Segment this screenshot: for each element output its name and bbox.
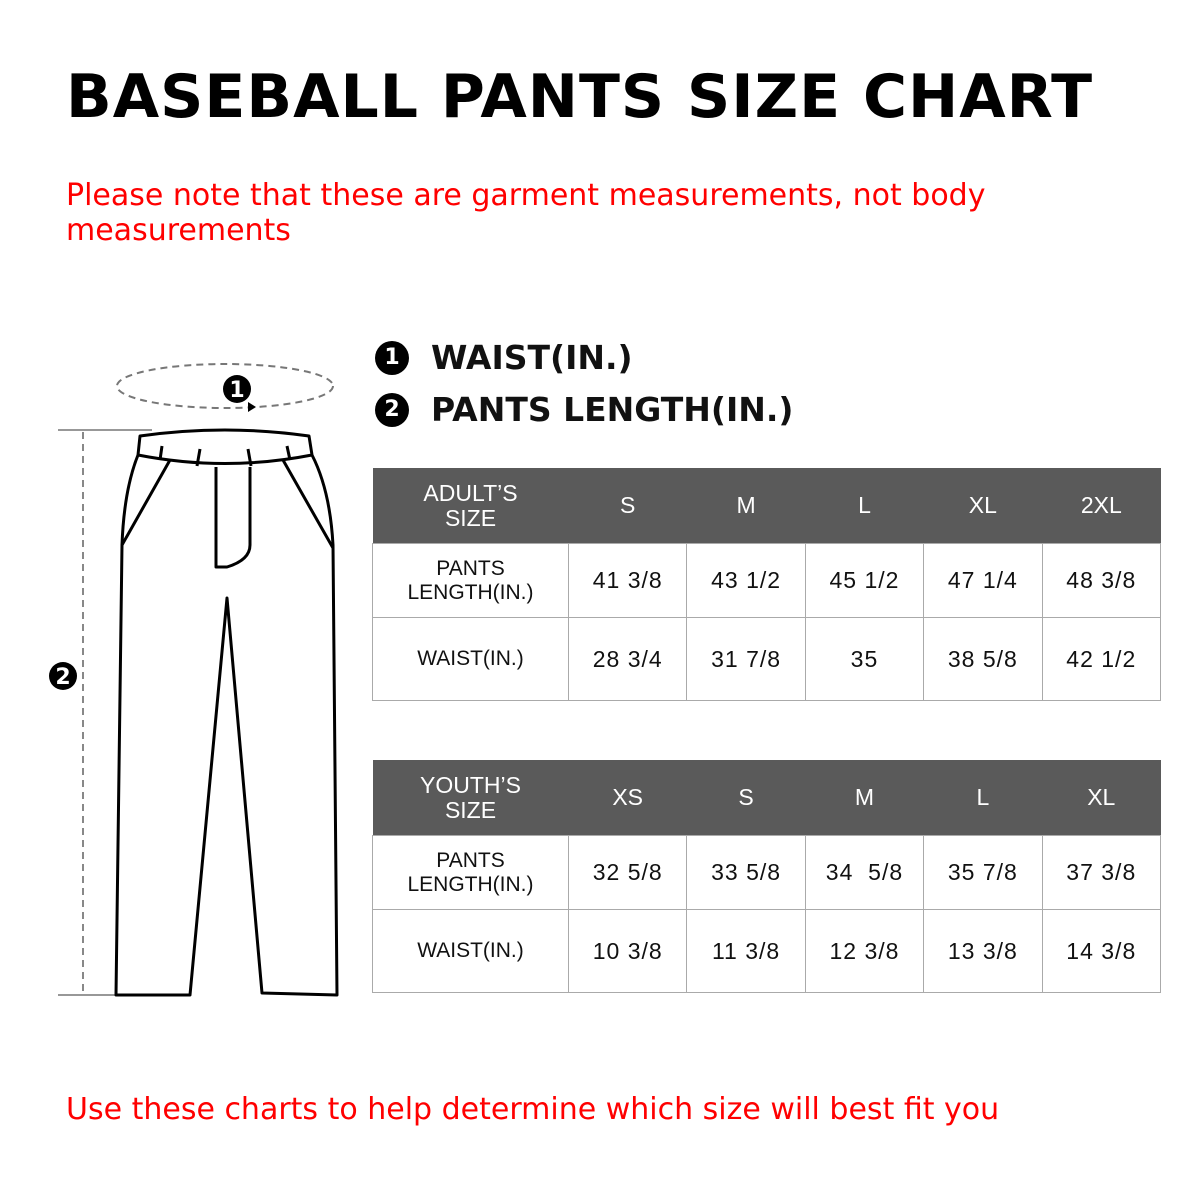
table-cell: 35 [804, 617, 925, 701]
table-cell: 41 3/8 [567, 543, 688, 618]
header-cell: YOUTH’S SIZE [372, 760, 569, 836]
table-row: PANTS LENGTH(IN.) 41 3/8 43 1/2 45 1/2 4… [372, 543, 1162, 618]
table-cell: 13 3/8 [923, 909, 1043, 993]
page-title: BASEBALL PANTS SIZE CHART [66, 62, 1094, 132]
table-cell: 34 5/8 [804, 835, 925, 910]
table-cell: 28 3/4 [567, 617, 688, 701]
table-cell: 47 1/4 [923, 543, 1043, 618]
table-row: PANTS LENGTH(IN.) 32 5/8 33 5/8 34 5/8 3… [372, 835, 1162, 910]
header-cell: S [686, 760, 806, 836]
legend-waist: 1 WAIST(IN.) [375, 338, 633, 377]
table-cell: 48 3/8 [1041, 543, 1162, 618]
row-label: PANTS LENGTH(IN.) [372, 543, 569, 618]
header-cell: L [805, 468, 924, 544]
table-header-row: ADULT’S SIZE S M L XL 2XL [372, 468, 1161, 544]
table-cell: 32 5/8 [567, 835, 688, 910]
youth-size-table: YOUTH’S SIZE XS S M L XL PANTS LENGTH(IN… [372, 760, 1162, 993]
pants-diagram: 1 2 [49, 363, 339, 997]
legend-label: WAIST(IN.) [431, 338, 633, 377]
number-1-icon: 1 [375, 340, 409, 375]
header-cell: L [923, 760, 1043, 836]
table-cell: 35 7/8 [923, 835, 1043, 910]
footer-note: Use these charts to help determine which… [66, 1092, 1000, 1127]
header-cell: M [686, 468, 806, 544]
table-cell: 45 1/2 [804, 543, 925, 618]
row-label: WAIST(IN.) [372, 909, 569, 993]
header-cell: S [568, 468, 687, 544]
legend-label: PANTS LENGTH(IN.) [431, 390, 794, 429]
table-cell: 37 3/8 [1041, 835, 1162, 910]
header-cell: XL [1042, 760, 1161, 836]
arrow-icon [248, 402, 256, 412]
table-cell: 11 3/8 [686, 909, 806, 993]
table-cell: 33 5/8 [686, 835, 806, 910]
table-cell: 10 3/8 [567, 909, 688, 993]
table-row: WAIST(IN.) 10 3/8 11 3/8 12 3/8 13 3/8 1… [372, 909, 1162, 993]
row-label: WAIST(IN.) [372, 617, 569, 701]
table-cell: 43 1/2 [686, 543, 806, 618]
legend-length: 2 PANTS LENGTH(IN.) [375, 390, 794, 429]
number-2-icon: 2 [375, 392, 409, 427]
waist-marker-text: 1 [229, 378, 244, 403]
waist-marker-icon [223, 375, 251, 403]
table-cell: 14 3/8 [1041, 909, 1162, 993]
header-cell: M [805, 760, 924, 836]
waist-measure-ellipse [116, 363, 334, 409]
pants-outline [114, 428, 339, 997]
table-header-row: YOUTH’S SIZE XS S M L XL [372, 760, 1161, 836]
header-cell: XL [923, 468, 1043, 544]
row-label: PANTS LENGTH(IN.) [372, 835, 569, 910]
length-marker-icon [49, 662, 77, 690]
table-cell: 38 5/8 [923, 617, 1043, 701]
adult-size-table: ADULT’S SIZE S M L XL 2XL PANTS LENGTH(I… [372, 468, 1162, 701]
table-cell: 12 3/8 [804, 909, 925, 993]
header-cell: 2XL [1042, 468, 1161, 544]
table-row: WAIST(IN.) 28 3/4 31 7/8 35 38 5/8 42 1/… [372, 617, 1162, 701]
table-cell: 42 1/2 [1041, 617, 1162, 701]
table-cell: 31 7/8 [686, 617, 806, 701]
header-cell: XS [568, 760, 687, 836]
measurement-note: Please note that these are garment measu… [66, 178, 986, 248]
header-cell: ADULT’S SIZE [372, 468, 569, 544]
length-marker-text: 2 [55, 665, 70, 690]
